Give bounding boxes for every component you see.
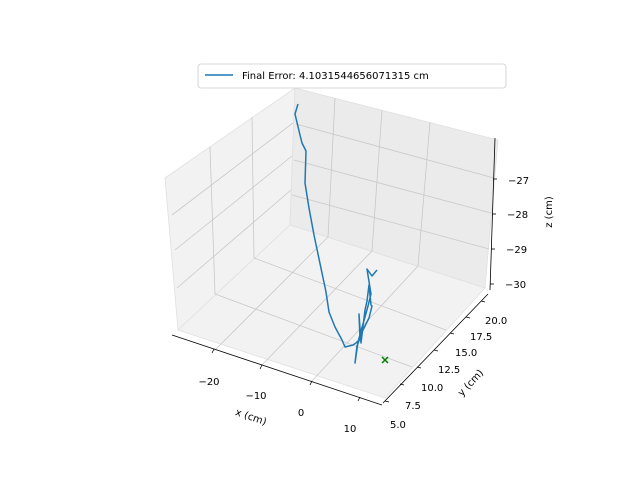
- y-tick-mark: [449, 332, 455, 335]
- y-tick-mark: [480, 300, 486, 303]
- x-axis-line: [171, 334, 383, 406]
- y-tick-mark: [433, 349, 439, 352]
- x-tick-mark: [309, 380, 313, 386]
- tick-marks: [211, 178, 497, 403]
- grid-floor-y: [213, 236, 329, 352]
- grid-floor-y: [311, 265, 419, 382]
- grid-floor-x: [253, 257, 447, 331]
- y-tick-label: 5.0: [390, 420, 406, 431]
- grid-left-x: [209, 146, 216, 295]
- axes-3d: −20 −10 0 10 5.0 7.5 10.0 12.5 15.0 17.5…: [164, 87, 555, 435]
- y-tick-label: 7.5: [405, 401, 421, 412]
- grid-back-z: [295, 123, 495, 179]
- x-tick-label: 0: [298, 408, 304, 419]
- y-tick-mark: [384, 400, 390, 403]
- y-tick-mark: [465, 316, 471, 319]
- y-tick-label: 17.5: [470, 332, 492, 343]
- legend-frame: [197, 63, 507, 89]
- x-tick-mark: [211, 348, 215, 354]
- x-tick-label: 10: [344, 424, 357, 435]
- z-tick-label: −28: [507, 210, 528, 221]
- grid-left-z: [171, 122, 294, 216]
- y-tick-label: 10.0: [421, 383, 443, 394]
- y-tick-label: 12.5: [438, 365, 460, 376]
- z-axis-label: z (cm): [544, 196, 555, 228]
- y-tick-labels: 5.0 7.5 10.0 12.5 15.0 17.5 20.0: [390, 316, 507, 431]
- legend-entry-label: Final Error: 4.1031544656071315 cm: [242, 71, 429, 82]
- x-tick-labels: −20 −10 0 10: [198, 377, 356, 435]
- z-tick-label: −29: [506, 245, 527, 256]
- z-tick-label: −27: [508, 176, 529, 187]
- grid-back-y: [417, 121, 431, 267]
- grid-back-y: [371, 109, 383, 252]
- x-tick-label: −20: [198, 377, 219, 388]
- grid-floor-y: [261, 250, 373, 366]
- z-tick-labels: −30 −29 −28 −27: [505, 176, 529, 291]
- trajectory-line: [294, 103, 378, 364]
- floor-pane: [177, 224, 486, 399]
- y-tick-label: 15.0: [455, 348, 477, 359]
- grid-lines: [171, 97, 495, 382]
- x-tick-mark: [357, 396, 361, 402]
- z-tick-label: −30: [505, 280, 526, 291]
- y-tick-mark: [416, 366, 422, 369]
- grid-back-z: [293, 159, 492, 214]
- x-tick-label: −10: [245, 391, 266, 402]
- target-marker: [381, 356, 389, 364]
- y-tick-mark: [399, 383, 405, 386]
- grid-back-y: [327, 97, 336, 238]
- grid-floor-x: [214, 293, 413, 368]
- x-tick-mark: [259, 364, 263, 370]
- y-axis-line: [382, 293, 489, 404]
- y-tick-label: 20.0: [485, 316, 507, 327]
- grid-back-z: [291, 194, 490, 250]
- legend: Final Error: 4.1031544656071315 cm: [197, 63, 507, 89]
- grid-left-z: [176, 189, 292, 289]
- grid-left-z: [174, 155, 293, 251]
